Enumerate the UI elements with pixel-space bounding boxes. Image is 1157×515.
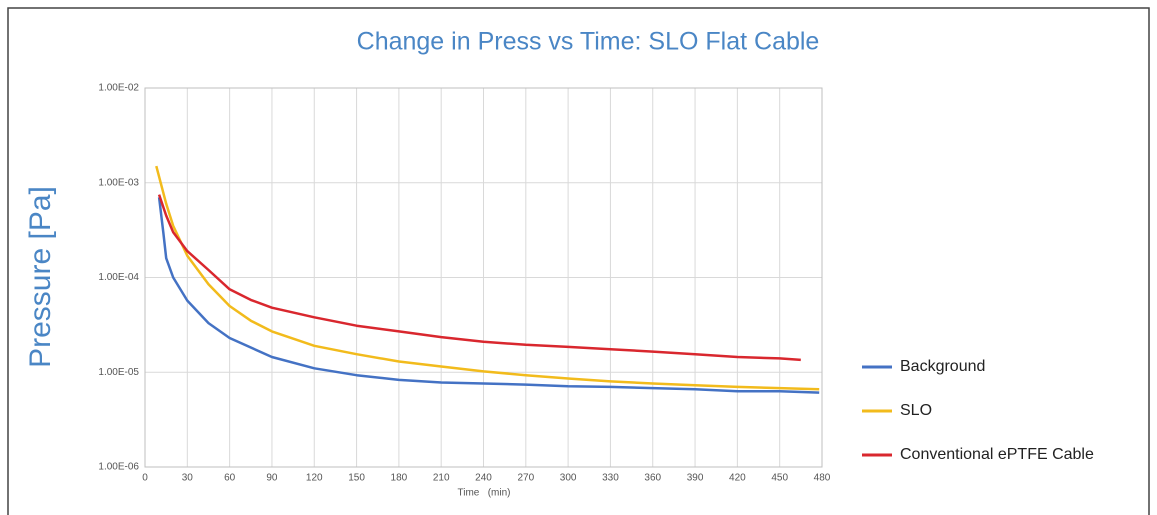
x-tick-label: 30 (182, 473, 194, 484)
y-tick-label: 1.00E-06 (98, 462, 139, 473)
legend-label: Background (900, 358, 985, 375)
x-tick-label: 450 (771, 473, 788, 484)
chart-title: Change in Press vs Time: SLO Flat Cable (357, 28, 820, 56)
x-tick-label: 0 (142, 473, 148, 484)
x-tick-label: 180 (391, 473, 408, 484)
y-tick-label: 1.00E-03 (98, 177, 139, 188)
x-tick-label: 150 (348, 473, 365, 484)
x-tick-label: 330 (602, 473, 619, 484)
x-tick-label: 360 (644, 473, 661, 484)
x-tick-label: 300 (560, 473, 577, 484)
y-tick-label: 1.00E-04 (98, 272, 139, 283)
plot-border (144, 87, 823, 468)
x-tick-label: 390 (687, 473, 704, 484)
legend-label: SLO (900, 402, 932, 419)
y-axis-label: Pressure [Pa] (24, 186, 57, 368)
x-tick-label: 420 (729, 473, 746, 484)
x-tick-label: 60 (224, 473, 236, 484)
x-tick-label: 90 (266, 473, 278, 484)
x-tick-label: 240 (475, 473, 492, 484)
y-tick-label: 1.00E-05 (98, 367, 139, 378)
x-tick-label: 270 (517, 473, 534, 484)
x-tick-label: 480 (814, 473, 831, 484)
legend-label: Conventional ePTFE Cable (900, 446, 1094, 463)
series-line (157, 197, 820, 394)
series-line (155, 165, 820, 391)
series-line (157, 194, 801, 362)
x-tick-label: 210 (433, 473, 450, 484)
y-tick-label: 1.00E-02 (98, 83, 139, 94)
frame (7, 7, 1150, 515)
x-axis-label: Time (min) (458, 488, 511, 499)
x-tick-label: 120 (306, 473, 323, 484)
